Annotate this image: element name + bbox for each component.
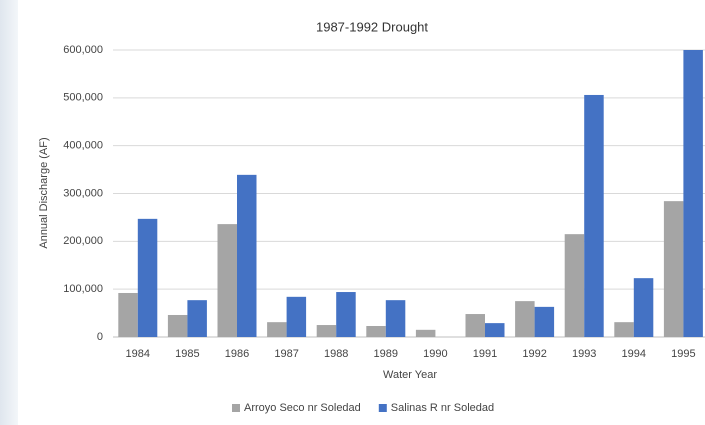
bar <box>316 325 337 337</box>
y-tick-label: 400,000 <box>63 140 103 152</box>
bar <box>366 325 386 337</box>
x-tick-label: 1984 <box>126 348 150 360</box>
bar <box>118 292 138 337</box>
bar <box>534 306 555 337</box>
bar <box>564 234 585 337</box>
bar <box>167 314 188 337</box>
legend-swatch <box>232 404 240 412</box>
bar <box>633 278 654 337</box>
legend-label: Salinas R nr Soledad <box>391 402 494 414</box>
x-axis-title: Water Year <box>383 369 437 381</box>
x-tick-label: 1993 <box>572 348 596 360</box>
x-tick-label: 1985 <box>175 348 199 360</box>
x-tick-label: 1987 <box>274 348 298 360</box>
bar <box>237 174 257 337</box>
x-tick-label: 1992 <box>522 348 546 360</box>
legend-label: Arroyo Seco nr Soledad <box>244 402 361 414</box>
y-tick-label: 300,000 <box>63 187 103 199</box>
bar <box>217 224 237 337</box>
bar <box>415 329 436 337</box>
page-edge <box>0 0 18 425</box>
bar <box>485 323 505 337</box>
x-tick-label: 1988 <box>324 348 348 360</box>
bar <box>385 300 406 337</box>
y-tick-label: 200,000 <box>63 235 103 247</box>
y-axis-title: Annual Discharge (AF) <box>38 137 50 248</box>
x-tick-label: 1986 <box>225 348 249 360</box>
legend-swatch <box>378 404 387 412</box>
bar <box>137 218 158 337</box>
bar <box>267 322 287 337</box>
y-tick-label: 0 <box>97 331 103 343</box>
x-tick-label: 1994 <box>622 348 646 360</box>
bar <box>515 301 535 337</box>
y-tick-label: 100,000 <box>63 283 103 295</box>
bar <box>187 300 207 337</box>
bar <box>584 94 604 337</box>
bar <box>663 201 684 337</box>
bar <box>336 292 356 337</box>
bar <box>286 296 307 337</box>
x-tick-label: 1989 <box>374 348 398 360</box>
y-tick-label: 600,000 <box>63 44 103 56</box>
x-tick-label: 1990 <box>423 348 447 360</box>
bar <box>683 50 703 337</box>
y-tick-label: 500,000 <box>63 92 103 104</box>
x-tick-label: 1995 <box>671 348 695 360</box>
bar <box>614 322 634 337</box>
bar <box>465 314 485 337</box>
x-tick-label: 1991 <box>473 348 497 360</box>
chart-title: 1987-1992 Drought <box>316 19 428 34</box>
